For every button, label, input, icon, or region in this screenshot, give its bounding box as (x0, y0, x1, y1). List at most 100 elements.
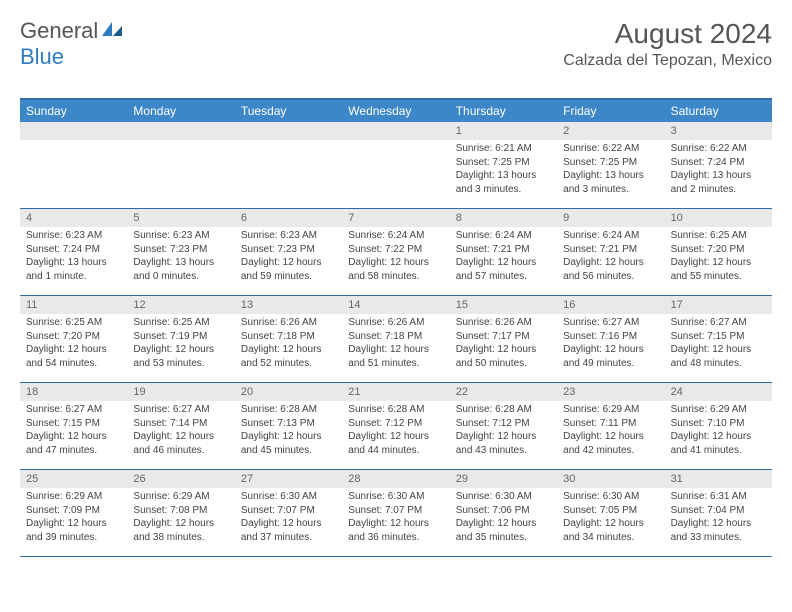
day-body: Sunrise: 6:25 AMSunset: 7:20 PMDaylight:… (20, 314, 127, 374)
sunrise-text: Sunrise: 6:23 AM (133, 229, 228, 243)
sunrise-text: Sunrise: 6:28 AM (348, 403, 443, 417)
sunrise-text: Sunrise: 6:28 AM (456, 403, 551, 417)
weekday-cell: Wednesday (342, 100, 449, 122)
day-body (127, 140, 234, 200)
sunset-text: Sunset: 7:20 PM (671, 243, 766, 257)
sunset-text: Sunset: 7:04 PM (671, 504, 766, 518)
sunrise-text: Sunrise: 6:25 AM (26, 316, 121, 330)
weekday-cell: Sunday (20, 100, 127, 122)
sunset-text: Sunset: 7:16 PM (563, 330, 658, 344)
day-number: 12 (127, 296, 234, 314)
weekday-cell: Monday (127, 100, 234, 122)
day-number: 29 (450, 470, 557, 488)
sunrise-text: Sunrise: 6:23 AM (241, 229, 336, 243)
day-number: 3 (665, 122, 772, 140)
day-number: 5 (127, 209, 234, 227)
daylight-text: Daylight: 12 hours and 35 minutes. (456, 517, 551, 544)
day-number: 6 (235, 209, 342, 227)
day-cell: 4Sunrise: 6:23 AMSunset: 7:24 PMDaylight… (20, 209, 127, 295)
sunset-text: Sunset: 7:13 PM (241, 417, 336, 431)
day-body: Sunrise: 6:30 AMSunset: 7:05 PMDaylight:… (557, 488, 664, 548)
day-number: 1 (450, 122, 557, 140)
day-number: 31 (665, 470, 772, 488)
sunset-text: Sunset: 7:22 PM (348, 243, 443, 257)
week-row: 1Sunrise: 6:21 AMSunset: 7:25 PMDaylight… (20, 122, 772, 209)
day-body: Sunrise: 6:27 AMSunset: 7:16 PMDaylight:… (557, 314, 664, 374)
daylight-text: Daylight: 12 hours and 55 minutes. (671, 256, 766, 283)
day-body: Sunrise: 6:28 AMSunset: 7:12 PMDaylight:… (450, 401, 557, 461)
sunset-text: Sunset: 7:07 PM (348, 504, 443, 518)
day-body: Sunrise: 6:31 AMSunset: 7:04 PMDaylight:… (665, 488, 772, 548)
day-cell: 26Sunrise: 6:29 AMSunset: 7:08 PMDayligh… (127, 470, 234, 556)
day-cell: 25Sunrise: 6:29 AMSunset: 7:09 PMDayligh… (20, 470, 127, 556)
sunrise-text: Sunrise: 6:26 AM (348, 316, 443, 330)
daylight-text: Daylight: 13 hours and 2 minutes. (671, 169, 766, 196)
daylight-text: Daylight: 12 hours and 54 minutes. (26, 343, 121, 370)
logo-text-1: General (20, 18, 98, 44)
day-body: Sunrise: 6:27 AMSunset: 7:15 PMDaylight:… (20, 401, 127, 461)
day-cell: 11Sunrise: 6:25 AMSunset: 7:20 PMDayligh… (20, 296, 127, 382)
sunset-text: Sunset: 7:25 PM (456, 156, 551, 170)
sunset-text: Sunset: 7:07 PM (241, 504, 336, 518)
daylight-text: Daylight: 12 hours and 47 minutes. (26, 430, 121, 457)
daylight-text: Daylight: 12 hours and 45 minutes. (241, 430, 336, 457)
sunset-text: Sunset: 7:23 PM (133, 243, 228, 257)
daylight-text: Daylight: 12 hours and 46 minutes. (133, 430, 228, 457)
day-number (127, 122, 234, 140)
day-number: 22 (450, 383, 557, 401)
sunset-text: Sunset: 7:14 PM (133, 417, 228, 431)
sunrise-text: Sunrise: 6:25 AM (133, 316, 228, 330)
day-body (342, 140, 449, 200)
day-cell: 14Sunrise: 6:26 AMSunset: 7:18 PMDayligh… (342, 296, 449, 382)
day-cell: 22Sunrise: 6:28 AMSunset: 7:12 PMDayligh… (450, 383, 557, 469)
weekday-header-row: SundayMondayTuesdayWednesdayThursdayFrid… (20, 98, 772, 122)
day-body: Sunrise: 6:30 AMSunset: 7:07 PMDaylight:… (235, 488, 342, 548)
day-body: Sunrise: 6:27 AMSunset: 7:15 PMDaylight:… (665, 314, 772, 374)
month-title: August 2024 (563, 18, 772, 50)
day-number (342, 122, 449, 140)
day-number: 25 (20, 470, 127, 488)
day-cell: 12Sunrise: 6:25 AMSunset: 7:19 PMDayligh… (127, 296, 234, 382)
day-cell: 6Sunrise: 6:23 AMSunset: 7:23 PMDaylight… (235, 209, 342, 295)
day-number: 15 (450, 296, 557, 314)
daylight-text: Daylight: 12 hours and 38 minutes. (133, 517, 228, 544)
day-cell: 21Sunrise: 6:28 AMSunset: 7:12 PMDayligh… (342, 383, 449, 469)
daylight-text: Daylight: 12 hours and 58 minutes. (348, 256, 443, 283)
day-number: 7 (342, 209, 449, 227)
sunset-text: Sunset: 7:06 PM (456, 504, 551, 518)
sunrise-text: Sunrise: 6:29 AM (671, 403, 766, 417)
day-body: Sunrise: 6:23 AMSunset: 7:23 PMDaylight:… (127, 227, 234, 287)
day-body: Sunrise: 6:28 AMSunset: 7:13 PMDaylight:… (235, 401, 342, 461)
sunrise-text: Sunrise: 6:27 AM (671, 316, 766, 330)
day-number: 11 (20, 296, 127, 314)
day-number (235, 122, 342, 140)
day-number: 17 (665, 296, 772, 314)
day-body: Sunrise: 6:26 AMSunset: 7:18 PMDaylight:… (235, 314, 342, 374)
sunrise-text: Sunrise: 6:22 AM (671, 142, 766, 156)
day-number: 24 (665, 383, 772, 401)
sunrise-text: Sunrise: 6:27 AM (26, 403, 121, 417)
daylight-text: Daylight: 12 hours and 48 minutes. (671, 343, 766, 370)
sunset-text: Sunset: 7:24 PM (26, 243, 121, 257)
sunrise-text: Sunrise: 6:30 AM (456, 490, 551, 504)
day-cell: 18Sunrise: 6:27 AMSunset: 7:15 PMDayligh… (20, 383, 127, 469)
sunset-text: Sunset: 7:23 PM (241, 243, 336, 257)
day-number: 4 (20, 209, 127, 227)
location: Calzada del Tepozan, Mexico (563, 52, 772, 70)
sunrise-text: Sunrise: 6:30 AM (563, 490, 658, 504)
sunrise-text: Sunrise: 6:26 AM (241, 316, 336, 330)
day-cell: 30Sunrise: 6:30 AMSunset: 7:05 PMDayligh… (557, 470, 664, 556)
day-cell: 10Sunrise: 6:25 AMSunset: 7:20 PMDayligh… (665, 209, 772, 295)
sunrise-text: Sunrise: 6:27 AM (563, 316, 658, 330)
empty-day-cell (127, 122, 234, 208)
weekday-cell: Friday (557, 100, 664, 122)
day-cell: 13Sunrise: 6:26 AMSunset: 7:18 PMDayligh… (235, 296, 342, 382)
day-cell: 15Sunrise: 6:26 AMSunset: 7:17 PMDayligh… (450, 296, 557, 382)
day-cell: 23Sunrise: 6:29 AMSunset: 7:11 PMDayligh… (557, 383, 664, 469)
day-cell: 16Sunrise: 6:27 AMSunset: 7:16 PMDayligh… (557, 296, 664, 382)
logo: General (20, 18, 124, 44)
day-body: Sunrise: 6:27 AMSunset: 7:14 PMDaylight:… (127, 401, 234, 461)
sunset-text: Sunset: 7:12 PM (348, 417, 443, 431)
sunset-text: Sunset: 7:18 PM (348, 330, 443, 344)
day-body: Sunrise: 6:30 AMSunset: 7:06 PMDaylight:… (450, 488, 557, 548)
